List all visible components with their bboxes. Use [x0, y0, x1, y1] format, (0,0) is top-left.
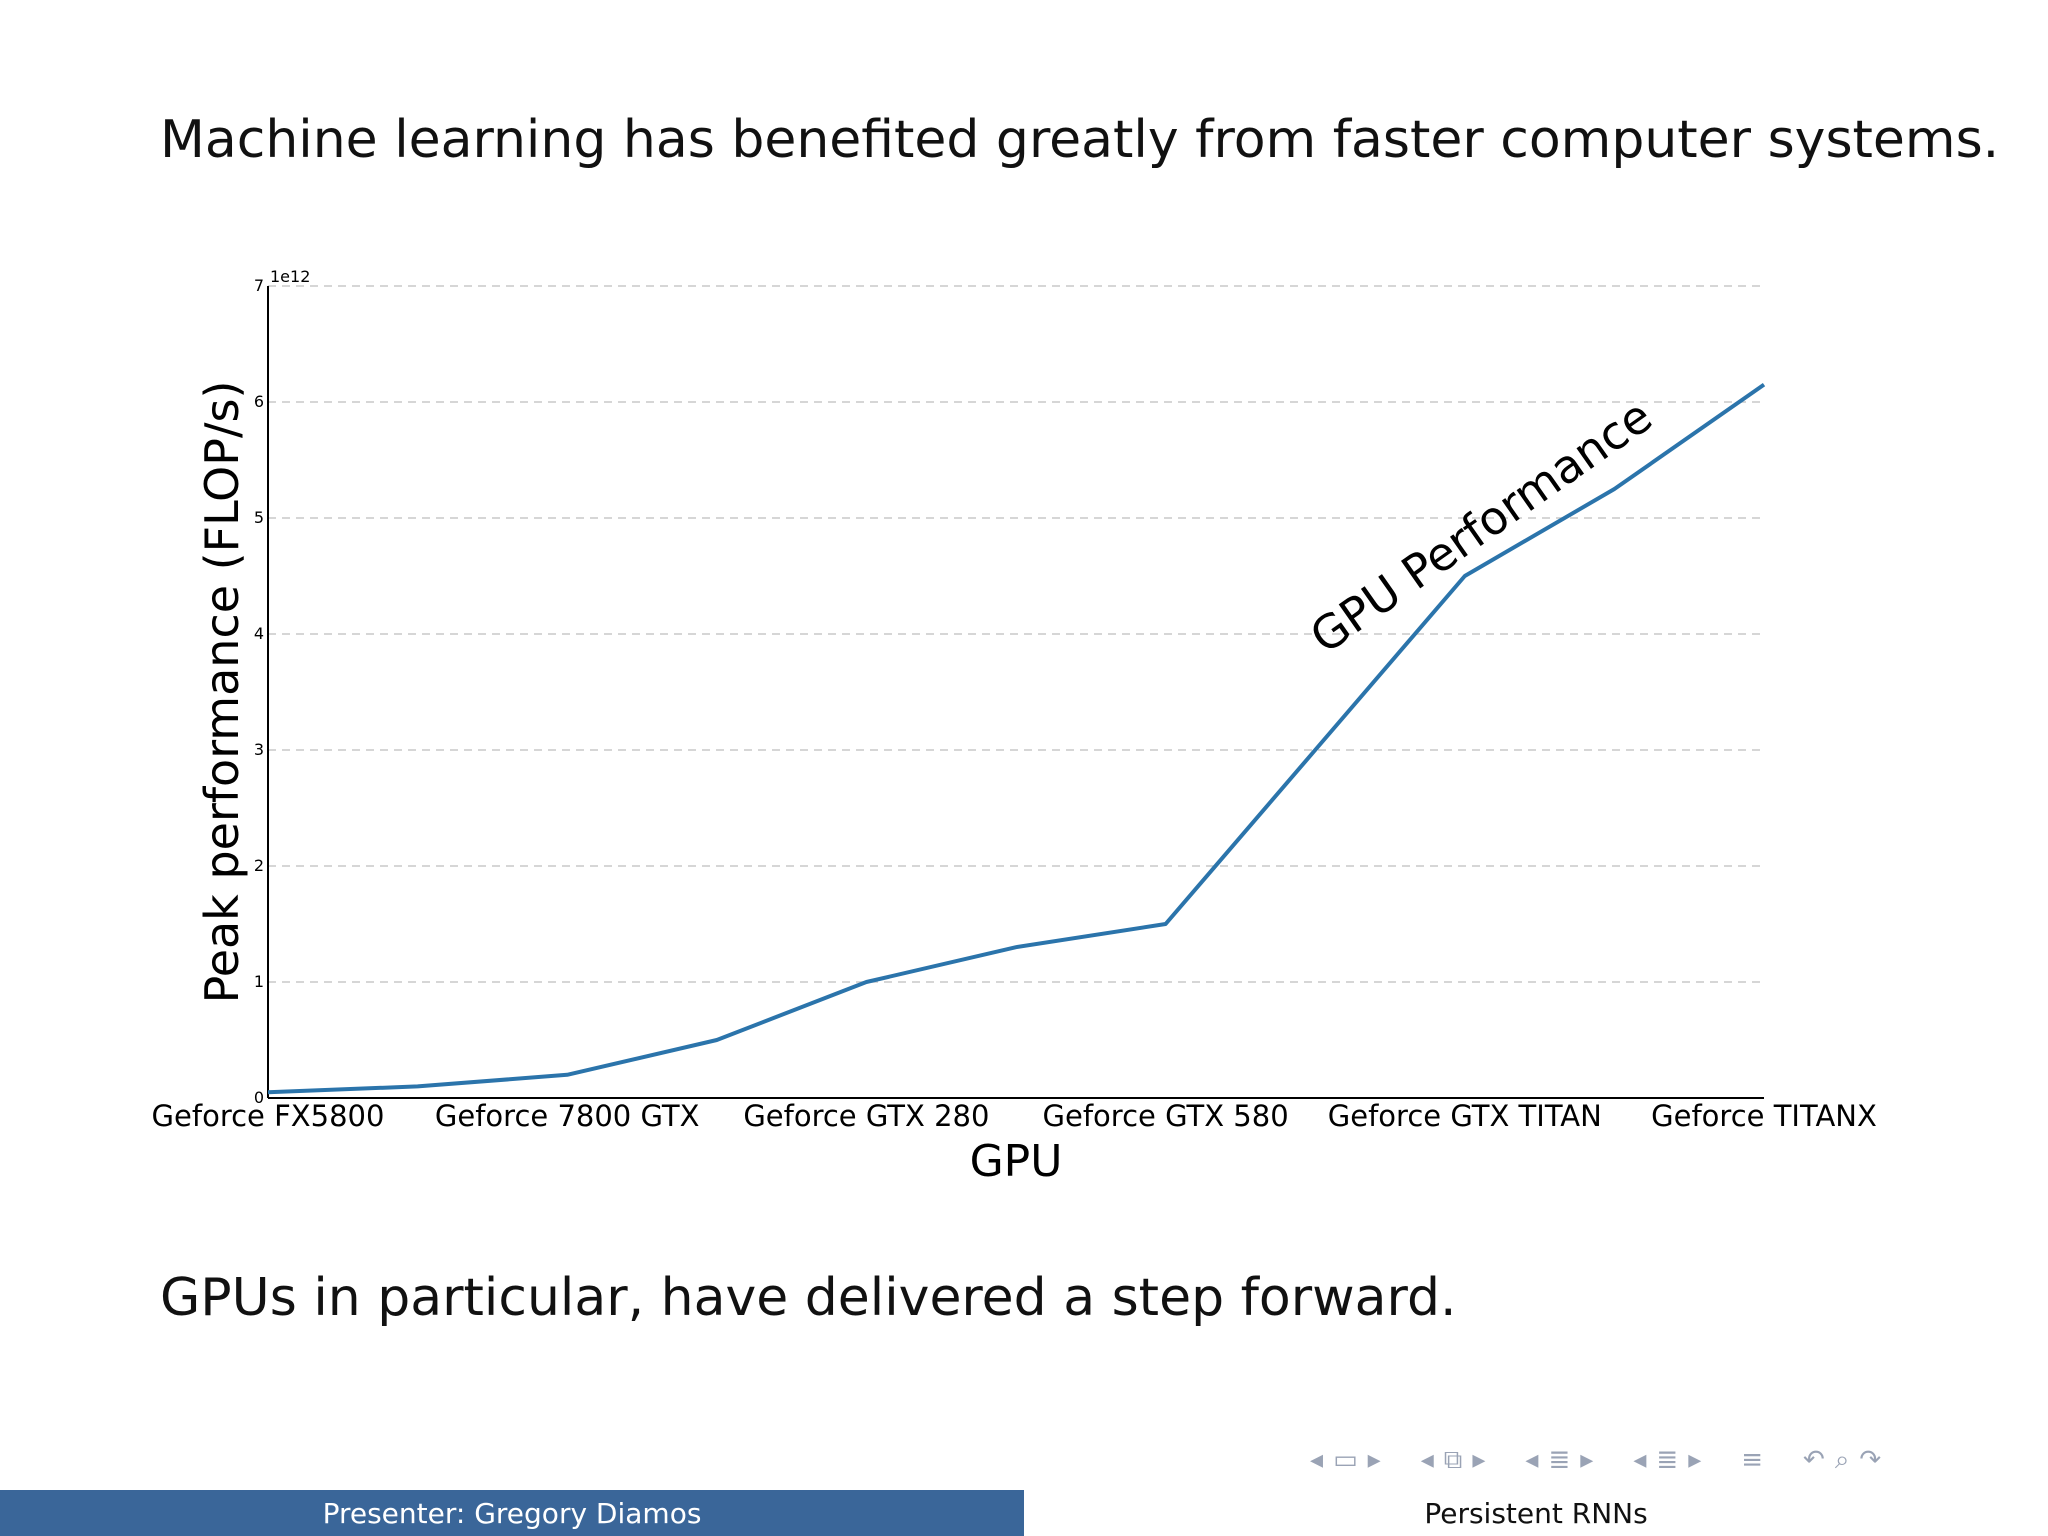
x-tick-label: Geforce FX5800 — [152, 1099, 385, 1133]
align-icon[interactable]: ≡ — [1741, 1445, 1764, 1475]
x-tick-label: Geforce TITANX — [1651, 1099, 1877, 1133]
align-nav-group: ≡ — [1741, 1447, 1763, 1473]
undo-icon[interactable]: ↶ — [1803, 1445, 1825, 1475]
y-tick-label: 4 — [254, 624, 264, 643]
nav-next-arrow-icon[interactable]: ▸ — [1688, 1445, 1702, 1475]
series-annotation: GPU Performance — [1300, 389, 1661, 664]
slide-nav-group: ◂ ≣ ▸ — [1633, 1447, 1701, 1473]
chart-axes — [267, 286, 1764, 1099]
subsection-nav-group: ◂ ⧉ ▸ — [1421, 1447, 1486, 1473]
y-tick-label: 2 — [254, 856, 264, 875]
search-nav-group: ↶ ⌕ ↷ — [1803, 1447, 1881, 1473]
nav-next-arrow-icon[interactable]: ▸ — [1472, 1445, 1486, 1475]
section-nav-group: ◂ ≣ ▸ — [1525, 1447, 1593, 1473]
section-icon[interactable]: ≣ — [1548, 1445, 1571, 1475]
slide-headline: Machine learning has benefited greatly f… — [160, 110, 2000, 170]
y-tick-label: 6 — [254, 392, 264, 411]
x-tick-label: Geforce GTX 580 — [1043, 1099, 1289, 1133]
beamer-navigation-bar: ◂ ▭ ▸ ◂ ⧉ ▸ ◂ ≣ ▸ ◂ ≣ ▸ ≡ ↶ ⌕ ↷ — [1310, 1440, 1913, 1480]
y-tick-label: 5 — [254, 508, 264, 527]
x-tick-label: Geforce GTX 280 — [743, 1099, 989, 1133]
nav-prev-arrow-icon[interactable]: ◂ — [1310, 1445, 1324, 1475]
y-tick-label: 1 — [254, 972, 264, 991]
x-axis-label: GPU — [970, 1136, 1063, 1187]
frame-icon[interactable]: ▭ — [1333, 1445, 1358, 1475]
x-tick-label: Geforce GTX TITAN — [1328, 1099, 1602, 1133]
footer-title: Persistent RNNs — [1024, 1490, 2048, 1536]
subsection-icon[interactable]: ⧉ — [1443, 1445, 1463, 1475]
search-icon[interactable]: ⌕ — [1834, 1445, 1850, 1475]
y-tick-labels: 0 1 2 3 4 5 6 7 — [254, 276, 264, 1107]
y-tick-label: 3 — [254, 740, 264, 759]
nav-next-arrow-icon[interactable]: ▸ — [1367, 1445, 1381, 1475]
nav-prev-arrow-icon[interactable]: ◂ — [1420, 1445, 1434, 1475]
frame-nav-group: ◂ ▭ ▸ — [1310, 1447, 1381, 1473]
footer-presenter: Presenter: Gregory Diamos — [0, 1490, 1024, 1536]
y-tick-label: 0 — [254, 1088, 264, 1107]
redo-icon[interactable]: ↷ — [1859, 1445, 1882, 1475]
y-tick-label: 7 — [254, 276, 264, 295]
nav-prev-arrow-icon[interactable]: ◂ — [1525, 1445, 1539, 1475]
slide-footer: Presenter: Gregory Diamos Persistent RNN… — [0, 1490, 2048, 1536]
series-layer — [267, 382, 1766, 1095]
chart-gridlines — [268, 285, 1764, 983]
y-axis-label: Peak performance (FLOP/s) — [195, 381, 249, 1004]
nav-prev-arrow-icon[interactable]: ◂ — [1633, 1445, 1647, 1475]
x-tick-label: Geforce 7800 GTX — [435, 1099, 700, 1133]
nav-next-arrow-icon[interactable]: ▸ — [1580, 1445, 1594, 1475]
y-scale-multiplier: 1e12 — [270, 267, 310, 286]
slide-body-text: GPUs in particular, have delivered a ste… — [160, 1268, 1457, 1328]
x-tick-labels: Geforce FX5800 Geforce 7800 GTX Geforce GT… — [152, 1099, 1877, 1133]
slide-icon[interactable]: ≣ — [1656, 1445, 1679, 1475]
